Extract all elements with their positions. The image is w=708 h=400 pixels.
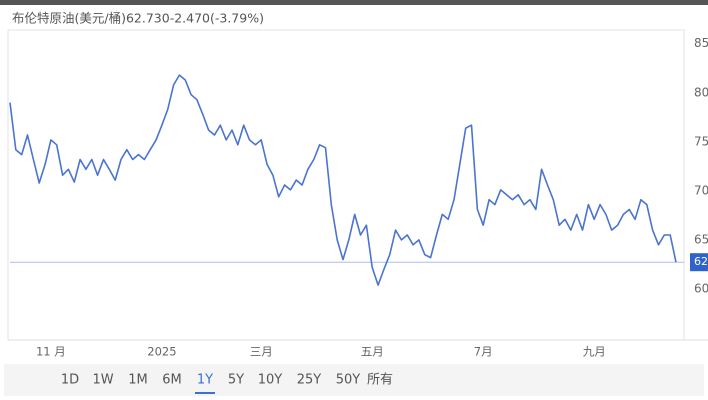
x-tick-label: 九月 bbox=[583, 345, 606, 359]
chart-title: 布伦特原油(美元/桶)62.730-2.470(-3.79%) bbox=[12, 11, 264, 26]
current-price-label: 62 bbox=[694, 255, 708, 268]
range-button[interactable]: 1D bbox=[61, 373, 79, 388]
y-tick-label: 60 bbox=[694, 281, 708, 295]
y-tick-label: 80 bbox=[694, 85, 708, 99]
range-button[interactable]: 50Y bbox=[336, 373, 361, 388]
plot-frame bbox=[7, 29, 685, 341]
range-button[interactable]: 1Y bbox=[197, 373, 213, 388]
top-bar bbox=[0, 0, 708, 5]
range-button[interactable]: 6M bbox=[162, 373, 182, 388]
current-price-badge bbox=[690, 253, 708, 272]
x-tick-label: 三月 bbox=[250, 345, 273, 359]
x-tick-label: 11 月 bbox=[36, 345, 66, 359]
x-tick-label: 2025 bbox=[147, 345, 176, 359]
y-tick-label: 70 bbox=[694, 183, 708, 197]
y-tick-label: 75 bbox=[694, 134, 708, 148]
y-tick-label: 85 bbox=[694, 36, 708, 50]
range-button[interactable]: 25Y bbox=[297, 373, 322, 388]
x-tick-label: 五月 bbox=[361, 345, 384, 359]
range-button[interactable]: 所有 bbox=[367, 373, 393, 388]
x-tick-label: 7月 bbox=[474, 345, 493, 359]
range-bar bbox=[4, 364, 704, 396]
range-button[interactable]: 5Y bbox=[228, 373, 244, 388]
y-tick-label: 65 bbox=[694, 232, 708, 246]
range-button[interactable]: 1M bbox=[128, 373, 148, 388]
range-button[interactable]: 1W bbox=[92, 373, 113, 388]
range-button[interactable]: 10Y bbox=[258, 373, 283, 388]
price-line bbox=[9, 74, 677, 286]
